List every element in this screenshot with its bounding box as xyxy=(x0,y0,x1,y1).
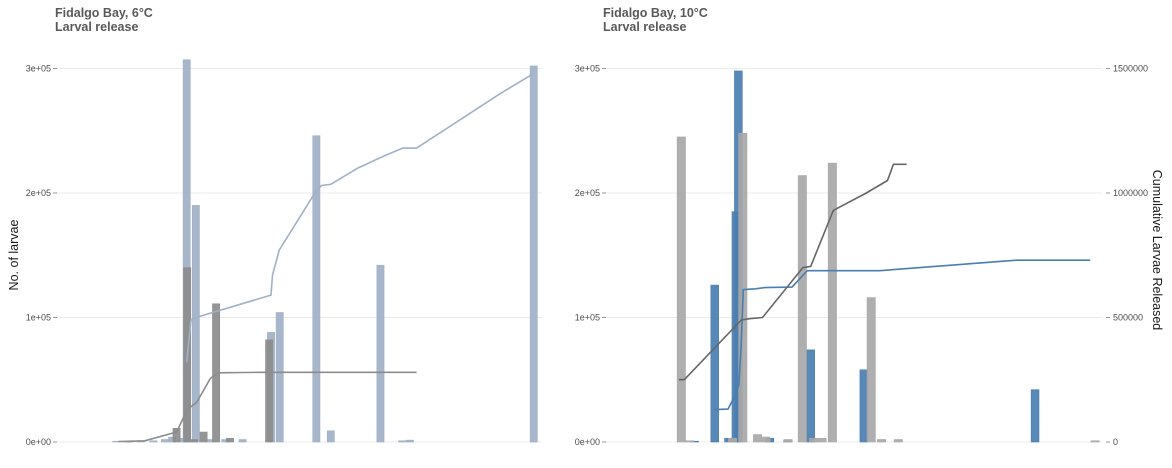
bar-series-1 xyxy=(797,175,807,443)
bar-series-1 xyxy=(783,439,793,443)
bar-series-0 xyxy=(529,65,538,443)
bar-series-0 xyxy=(1030,389,1040,443)
y2-tick-label: 1500000 xyxy=(1113,63,1148,73)
bar-series-0 xyxy=(376,264,385,443)
bar-series-1 xyxy=(727,437,737,443)
bar-series-1 xyxy=(199,431,208,443)
cumulative-line-series-0 xyxy=(185,72,535,363)
panel-title: Fidalgo Bay, 6°C xyxy=(55,6,153,20)
bar-series-1 xyxy=(827,162,837,443)
y-tick-label: 1e+05 xyxy=(575,312,600,322)
bar-series-1 xyxy=(226,437,234,443)
bar-series-1 xyxy=(190,439,198,443)
bar-series-1 xyxy=(753,434,763,443)
bar-series-0 xyxy=(859,369,869,443)
bar-series-1 xyxy=(265,339,274,443)
y-tick-label: 3e+05 xyxy=(575,63,600,73)
bar-series-0 xyxy=(710,284,720,443)
bar-series-1 xyxy=(893,439,903,443)
bar-series-0 xyxy=(149,440,158,443)
panel-subtitle: Larval release xyxy=(603,20,686,34)
bar-series-1 xyxy=(817,437,827,443)
cumulative-line-series-1 xyxy=(678,163,907,381)
bar-series-1 xyxy=(1090,440,1100,443)
panel-subtitle: Larval release xyxy=(55,20,138,34)
y-tick-label: 3e+05 xyxy=(26,63,51,73)
y2-tick-label: 500000 xyxy=(1113,312,1143,322)
bar-series-1 xyxy=(761,436,771,443)
y-tick-label: 1e+05 xyxy=(26,312,51,322)
y-tick-label: 2e+05 xyxy=(575,188,600,198)
bar-series-0 xyxy=(161,439,169,443)
bar-series-0 xyxy=(806,349,815,443)
bar-series-0 xyxy=(312,135,321,443)
bar-series-1 xyxy=(738,132,748,443)
cumulative-line-series-0 xyxy=(714,259,1091,411)
y2-tick-label: 1000000 xyxy=(1113,188,1148,198)
y-tick-label: 0e+00 xyxy=(26,437,51,447)
cumulative-line-series-1 xyxy=(118,371,417,443)
bar-series-1 xyxy=(866,297,876,443)
y-tick-label: 2e+05 xyxy=(26,188,51,198)
y-axis-title: No. of larvae xyxy=(7,220,21,291)
bar-series-1 xyxy=(877,439,887,443)
bar-series-0 xyxy=(405,439,414,443)
bar-series-0 xyxy=(398,440,407,443)
y-tick-label: 0e+00 xyxy=(575,437,600,447)
bar-series-1 xyxy=(809,437,819,443)
bar-series-0 xyxy=(191,205,200,443)
bar-series-0 xyxy=(275,312,284,443)
bar-series-0 xyxy=(238,439,247,443)
bar-series-0 xyxy=(326,430,335,443)
bar-series-1 xyxy=(676,136,686,443)
bar-series-1 xyxy=(685,440,695,443)
y2-tick-label: 0 xyxy=(1113,437,1118,447)
bar-series-1 xyxy=(172,428,181,443)
y2-axis-title: Cumulative Larvae Released xyxy=(1150,170,1164,331)
panel-title: Fidalgo Bay, 10°C xyxy=(603,6,708,20)
